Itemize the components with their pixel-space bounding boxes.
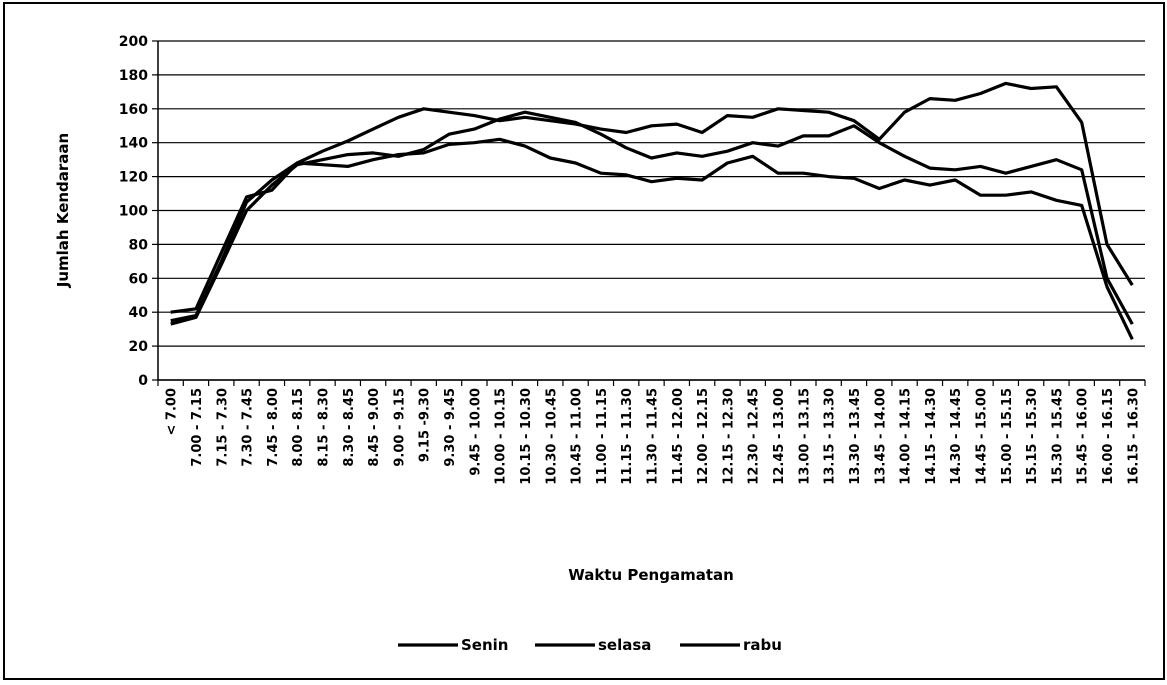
y-tick-label: 40 bbox=[129, 305, 149, 321]
series-line bbox=[170, 81, 1134, 323]
y-tick-label: 80 bbox=[129, 237, 149, 253]
y-tick-label: 60 bbox=[129, 271, 149, 287]
x-tick-label: 12.00 - 12.15 bbox=[696, 388, 711, 485]
x-tick-label: 14.15 - 14.30 bbox=[924, 388, 939, 485]
series-line bbox=[170, 110, 1134, 326]
x-tick-label: 7.30 - 7.45 bbox=[241, 388, 256, 467]
y-tick-label: 180 bbox=[119, 68, 148, 84]
x-tick-label: 11.45 - 12.00 bbox=[671, 388, 686, 485]
legend-label: selasa bbox=[598, 636, 651, 654]
legend-item: Senin bbox=[398, 636, 508, 654]
x-tick-label: 14.00 - 14.15 bbox=[899, 388, 914, 485]
x-tick-label: 13.00 - 13.15 bbox=[797, 388, 812, 485]
x-tick-label: 13.45 - 14.00 bbox=[873, 388, 888, 485]
x-tick-label: 16.00 - 16.15 bbox=[1101, 388, 1116, 485]
x-tick-label: 10.45 - 11.00 bbox=[570, 388, 585, 485]
x-tick-label: 9.00 - 9.15 bbox=[392, 388, 407, 467]
x-tick-label: 10.30 - 10.45 bbox=[544, 388, 559, 485]
legend-label: rabu bbox=[743, 636, 782, 654]
y-tick-label: 20 bbox=[129, 339, 149, 355]
x-tick-label: 14.30 - 14.45 bbox=[949, 388, 964, 485]
x-tick-label: 7.45 - 8.00 bbox=[266, 388, 281, 467]
x-tick-label: 8.45 - 9.00 bbox=[367, 388, 382, 467]
x-tick-label: 9.30 - 9.45 bbox=[443, 388, 458, 467]
x-tick-label: 8.15 - 8.30 bbox=[317, 388, 332, 467]
x-tick-label: 11.15 - 11.30 bbox=[620, 388, 635, 485]
x-tick-label: 12.30 - 12.45 bbox=[747, 388, 762, 485]
y-tick-label: 0 bbox=[138, 373, 148, 389]
x-tick-label: 7.15 - 7.30 bbox=[215, 388, 230, 467]
x-tick-label: 15.15 - 15.30 bbox=[1025, 388, 1040, 485]
legend-label: Senin bbox=[461, 636, 508, 654]
x-tick-label: 9.45 - 10.00 bbox=[468, 388, 483, 476]
x-tick-label: 8.00 - 8.15 bbox=[291, 388, 306, 467]
x-axis-title: Waktu Pengamatan bbox=[568, 566, 734, 584]
series-line bbox=[170, 137, 1134, 340]
x-tick-label: 7.00 - 7.15 bbox=[190, 388, 205, 467]
x-tick-label: < 7.00 bbox=[165, 388, 180, 436]
x-tick-label: 14.45 - 15.00 bbox=[975, 388, 990, 485]
x-tick-label: 12.15 - 12.30 bbox=[721, 388, 736, 485]
x-tick-label: 10.15 - 10.30 bbox=[519, 388, 534, 485]
y-tick-label: 100 bbox=[119, 204, 148, 220]
x-tick-label: 12.45 - 13.00 bbox=[772, 388, 787, 485]
x-tick-label: 11.00 - 11.15 bbox=[595, 388, 610, 485]
x-tick-label: 15.00 - 15.15 bbox=[1000, 388, 1015, 485]
x-tick-label: 13.15 - 13.30 bbox=[823, 388, 838, 485]
x-tick-label: 10.00 - 10.15 bbox=[494, 388, 509, 485]
x-tick-label: 11.30 - 11.45 bbox=[646, 388, 661, 485]
x-tick-label: 15.45 - 16.00 bbox=[1076, 388, 1091, 485]
y-tick-label: 200 bbox=[119, 34, 148, 50]
legend-item: selasa bbox=[535, 636, 651, 654]
x-tick-label: 8.30 - 8.45 bbox=[342, 388, 357, 467]
x-tick-label: 9.15 -9.30 bbox=[418, 388, 433, 462]
y-axis-title: Jumlah Kendaraan bbox=[54, 133, 72, 288]
y-tick-label: 140 bbox=[119, 136, 148, 152]
x-tick-label: 15.30 - 15.45 bbox=[1050, 388, 1065, 485]
legend-item: rabu bbox=[680, 636, 782, 654]
chart-border bbox=[3, 2, 1165, 680]
x-tick-label: 13.30 - 13.45 bbox=[848, 388, 863, 485]
y-tick-label: 120 bbox=[119, 170, 148, 186]
x-tick-label: 16.15 - 16.30 bbox=[1126, 388, 1141, 485]
y-tick-label: 160 bbox=[119, 102, 148, 118]
